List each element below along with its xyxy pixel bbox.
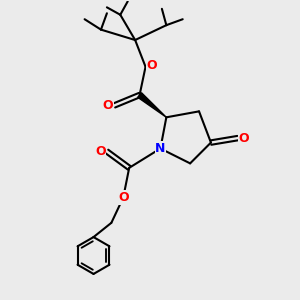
Text: O: O (118, 191, 129, 204)
Text: O: O (95, 145, 106, 158)
Text: N: N (155, 142, 166, 155)
Text: O: O (147, 59, 158, 72)
Text: O: O (103, 99, 113, 112)
Polygon shape (138, 93, 166, 117)
Text: O: O (238, 132, 249, 145)
